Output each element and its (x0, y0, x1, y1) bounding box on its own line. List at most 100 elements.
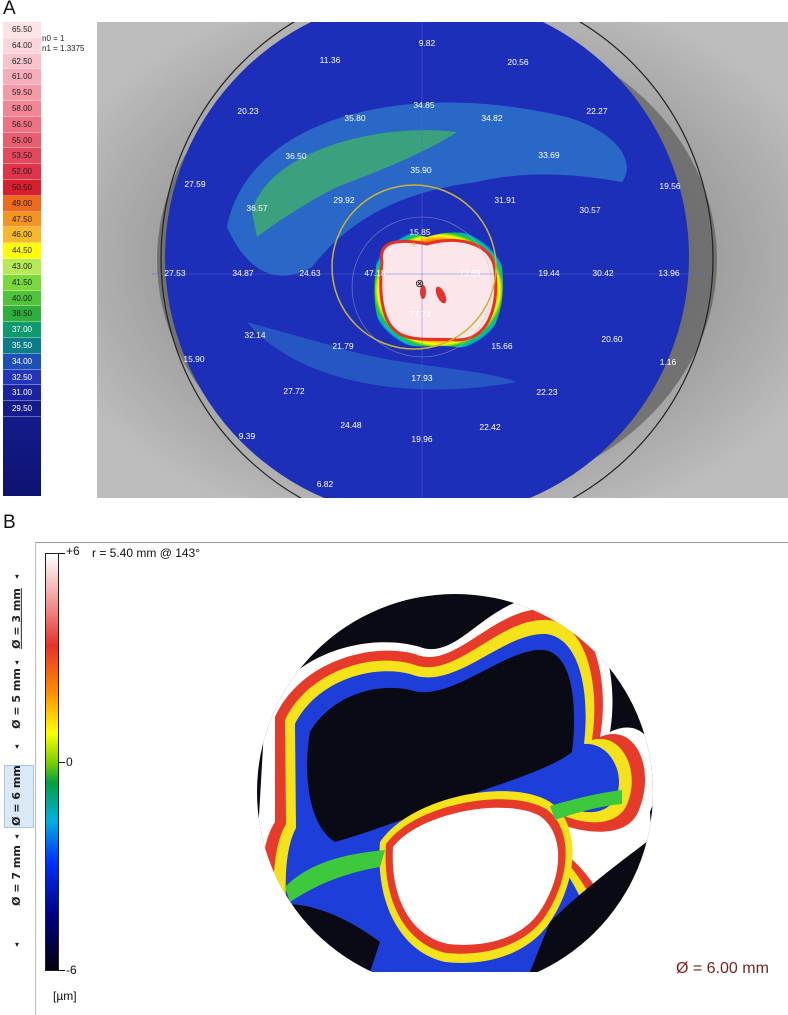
power-value-label: 11.36 (320, 55, 341, 65)
power-value-label: 15.90 (183, 354, 205, 364)
scale-value: 58.00 (3, 100, 41, 117)
colorbar-tick-mid (59, 762, 65, 763)
power-value-label: 6.82 (317, 479, 334, 489)
diameter-option[interactable]: Ø = 3 mm (4, 588, 34, 649)
chevron-down-icon[interactable]: ▾ (15, 742, 20, 751)
power-value-label: 13.96 (658, 268, 680, 278)
scale-value: 40.00 (3, 290, 41, 307)
elevation-colorbar (45, 553, 59, 971)
scale-value: 46.00 (3, 227, 41, 244)
power-value-label: 22.42 (479, 422, 501, 432)
power-value-label: 34.85 (413, 100, 435, 110)
scale-value: 65.50 (3, 22, 41, 38)
scale-value: 52.00 (3, 164, 41, 180)
upper-arc-green (252, 130, 457, 237)
power-value-label: 19.44 (538, 268, 560, 278)
chevron-down-icon[interactable]: ▾ (15, 832, 20, 841)
panel-b-letter: B (3, 512, 16, 533)
power-value-label: 22.27 (586, 106, 608, 116)
power-value-label: 27.53 (164, 268, 186, 278)
power-value-label: 29.92 (333, 195, 355, 205)
power-value-label: 47.18 (364, 268, 386, 278)
colorbar-tick-max (59, 553, 65, 554)
diameter-display: Ø = 6.00 mm (676, 960, 769, 977)
lower-arc-cyan (247, 322, 517, 390)
scale-value: 62.50 (3, 53, 41, 70)
power-point-values: 9.82 11.36 20.56 20.23 34.85 22.27 35.80 34.82 3… (164, 38, 681, 489)
power-value-label: 35.80 (344, 113, 366, 123)
colorbar-tick-min (59, 970, 65, 971)
scale-value: 50.50 (3, 179, 41, 196)
elevation-difference-map[interactable] (250, 592, 660, 972)
scale-value: 38.50 (3, 306, 41, 323)
power-value-label: 34.87 (232, 268, 254, 278)
diameter-option[interactable]: Ø = 5 mm (4, 668, 34, 729)
power-value-label: 1.16 (660, 357, 677, 367)
diameter-option[interactable]: Ø = 7 mm (4, 845, 34, 906)
scale-value: 56.50 (3, 116, 41, 133)
scale-value: 61.00 (3, 69, 41, 86)
power-value-label: 27.59 (184, 179, 206, 189)
cursor-readout: r = 5.40 mm @ 143° (92, 546, 201, 560)
power-value-label: 20.23 (237, 106, 259, 116)
n1-label: n1 = 1.3375 (42, 44, 85, 53)
n0-label: n0 = 1 (42, 34, 65, 43)
diameter-option-label: Ø = 6 mm (9, 765, 23, 826)
diameter-option-label: Ø = 7 mm (9, 845, 23, 906)
lower-white-lobe (392, 807, 559, 945)
colorbar-min-label: -6 (66, 963, 77, 977)
panel-b-left-border (35, 542, 36, 1015)
power-value-label: 24.63 (299, 268, 321, 278)
power-value-label: 33.69 (538, 150, 560, 160)
diameter-option-label: Ø = 5 mm (9, 668, 23, 729)
vertex-marker: ⊗ (415, 278, 424, 290)
scale-value: 43.00 (3, 258, 41, 275)
hotspot-red-mark-1 (420, 285, 426, 299)
scale-value: 37.00 (3, 322, 41, 338)
power-value-label: 9.82 (419, 38, 436, 48)
power-value-label: 24.48 (340, 420, 362, 430)
scale-value: 32.50 (3, 369, 41, 386)
reference-circle (351, 216, 493, 358)
power-value-label: 35.90 (410, 165, 432, 175)
chevron-down-icon[interactable]: ▾ (15, 940, 20, 949)
power-value-label: 30.42 (592, 268, 614, 278)
chevron-down-icon[interactable]: ▾ (15, 572, 20, 581)
diameter-selected-highlight (4, 765, 34, 828)
scale-value: 55.00 (3, 132, 41, 149)
power-color-scale: 65.50 64.00 62.50 61.00 59.50 58.00 56.50 55.00… (3, 22, 41, 496)
corneal-power-map[interactable]: + ⊗ 9.82 11.36 20.56 20.23 34.85 22.27 35.80 34… (97, 22, 788, 498)
pupil-circle (331, 184, 497, 350)
colorbar-mid-label: 0 (66, 755, 73, 769)
power-value-label: 21.79 (332, 341, 354, 351)
scale-value: 53.50 (3, 148, 41, 165)
power-value-label: 20.60 (601, 334, 623, 344)
scale-value: 47.50 (3, 211, 41, 228)
panel-a-letter: A (3, 0, 16, 19)
green-ridge-left (285, 850, 385, 902)
colorbar-max-label: +6 (66, 544, 80, 558)
power-value-label: 34.82 (481, 113, 503, 123)
scale-value: 64.00 (3, 37, 41, 54)
power-value-label: 27.72 (283, 386, 305, 396)
scale-value: 41.50 (3, 274, 41, 291)
colorbar-unit-label: [µm] (53, 989, 77, 1003)
scale-value: 59.50 (3, 85, 41, 101)
pupil-center-marker: + (411, 240, 417, 251)
diameter-option-label: Ø = 3 mm (9, 588, 23, 649)
power-value-label: 31.91 (494, 195, 516, 205)
green-ridge-right (550, 790, 622, 820)
power-value-label: 22.23 (536, 387, 558, 397)
power-value-label: 32.14 (244, 330, 266, 340)
power-value-label: 17.93 (411, 373, 433, 383)
panel-b-top-border (35, 542, 788, 543)
scale-value: 35.50 (3, 337, 41, 354)
scale-value: 34.00 (3, 353, 41, 370)
chevron-down-icon[interactable]: ▾ (15, 658, 20, 667)
power-value-label: 9.39 (239, 431, 256, 441)
diameter-option[interactable]: Ø = 6 mm (4, 765, 34, 826)
power-value-label: 36.50 (285, 151, 307, 161)
power-value-label: 73.69 (459, 268, 481, 278)
power-value-label: 36.57 (246, 203, 268, 213)
hotspot-red-mark-2 (435, 286, 447, 304)
